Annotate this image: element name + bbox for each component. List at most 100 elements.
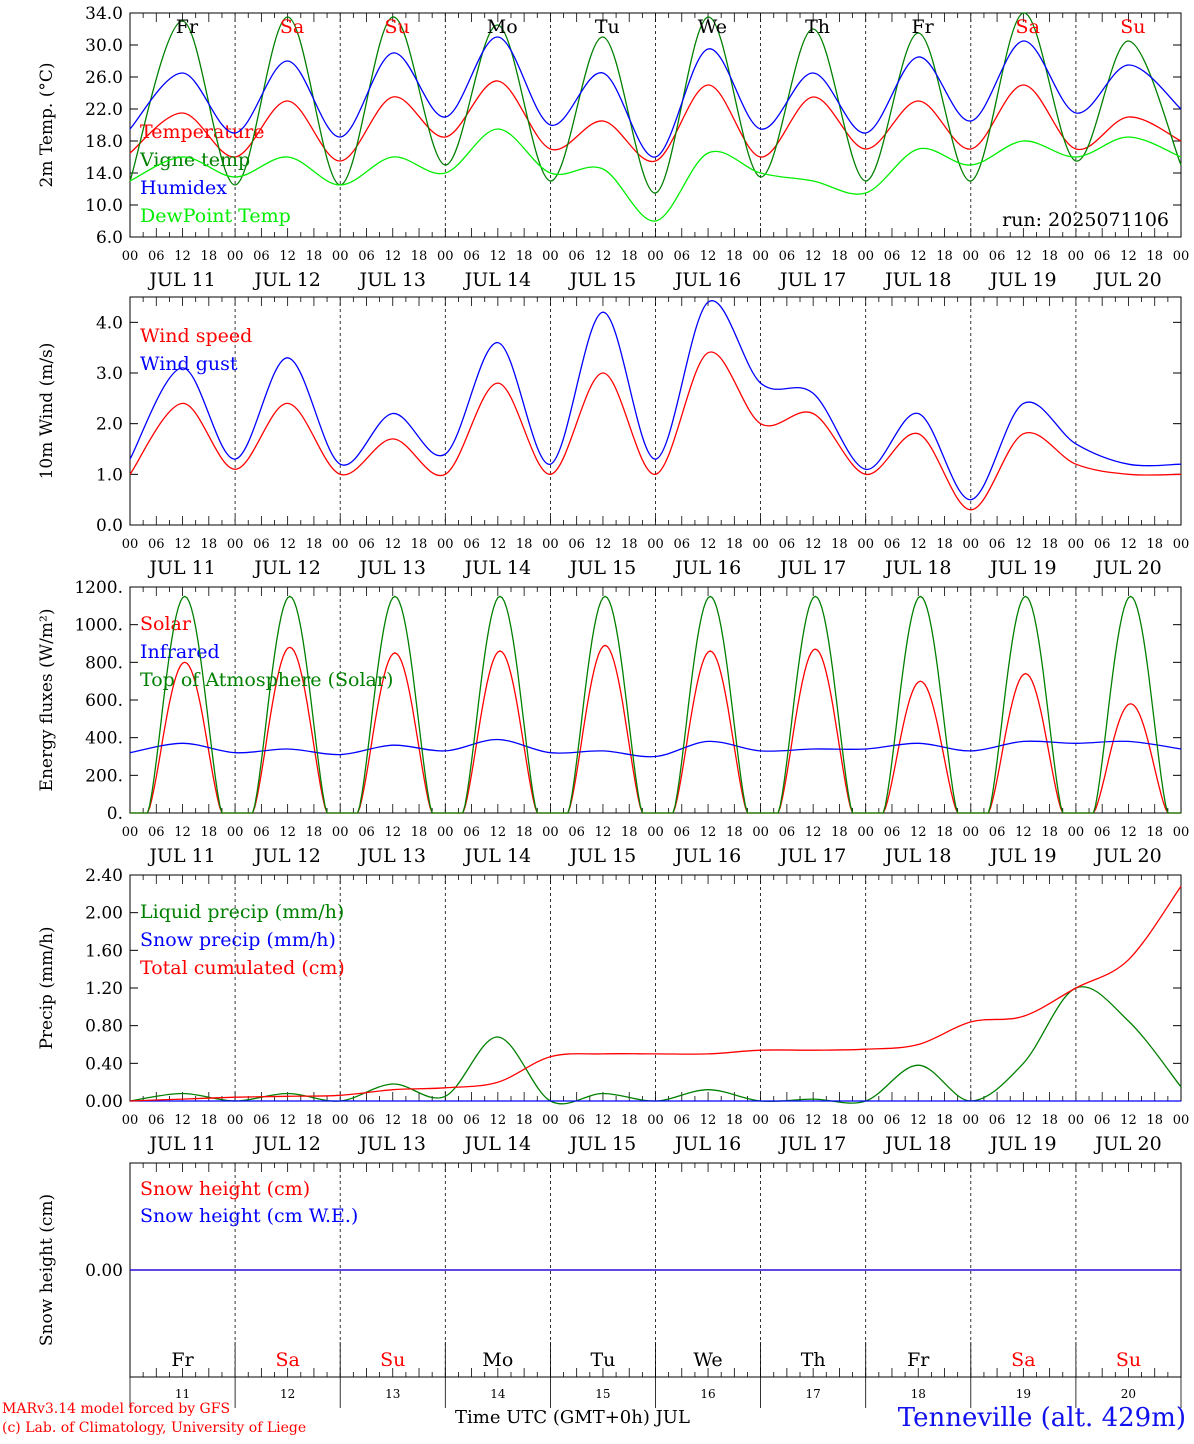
hour-label: 06	[1094, 825, 1111, 840]
date-label: JUL 16	[673, 845, 741, 867]
hour-label: 00	[122, 537, 139, 552]
hour-label: 18	[1146, 825, 1163, 840]
panel-4-ytick-label: 1.60	[85, 941, 123, 961]
panel-4-series-liquid-precip-mm-h	[129, 986, 1182, 1105]
hour-label: 12	[1120, 825, 1137, 840]
hour-label: 00	[752, 825, 769, 840]
date-label: JUL 14	[463, 1133, 531, 1155]
weekday-bottom-label: Fr	[171, 1349, 194, 1371]
hour-label: 18	[1041, 249, 1058, 264]
panel-2-ytick-label: 3.0	[96, 364, 123, 384]
hour-label: 12	[1015, 1113, 1032, 1128]
hour-label: 06	[358, 249, 375, 264]
weekday-top-label: Tu	[595, 16, 620, 38]
date-label: JUL 17	[778, 557, 846, 579]
hour-label: 00	[332, 825, 349, 840]
panel-4-legend-entry: Total cumulated (cm)	[140, 957, 345, 979]
date-label: JUL 16	[673, 1133, 741, 1155]
date-label: JUL 13	[358, 845, 426, 867]
hour-label: 06	[568, 825, 585, 840]
day-number-label: 18	[911, 1387, 926, 1401]
run-annotation: run: 2025071106	[1002, 209, 1169, 231]
panel-1-ylabel: 2m Temp. (°C)	[37, 62, 57, 187]
panel-1-series-vigne-temp	[129, 12, 1182, 194]
panel-4-series-total-cumulated-cm	[129, 885, 1182, 1102]
hour-label: 12	[490, 249, 507, 264]
day-number-label: 15	[595, 1387, 610, 1401]
panel-1-series-temperature	[129, 80, 1182, 163]
hour-label: 06	[674, 1113, 691, 1128]
day-number-label: 20	[1121, 1387, 1136, 1401]
day-number-label: 19	[1016, 1387, 1031, 1401]
hour-label: 12	[384, 1113, 401, 1128]
model-credit: MARv3.14 model forced by GFS	[2, 1401, 231, 1417]
hour-label: 12	[595, 249, 612, 264]
weekday-bottom-label: Sa	[1011, 1349, 1035, 1371]
hour-label: 00	[122, 249, 139, 264]
weekday-bottom-label: Sa	[275, 1349, 299, 1371]
date-label: JUL 13	[358, 557, 426, 579]
panel-1-ytick-label: 22.0	[85, 100, 123, 120]
date-label: JUL 18	[883, 845, 951, 867]
weekday-top-label: Sa	[1016, 16, 1040, 38]
hour-label: 00	[437, 825, 454, 840]
hour-label: 18	[516, 1113, 533, 1128]
hour-label-final: 00	[1173, 1113, 1190, 1128]
hour-label: 12	[700, 537, 717, 552]
hour-label: 18	[936, 537, 953, 552]
hour-label-final: 00	[1173, 249, 1190, 264]
hour-label: 06	[253, 537, 270, 552]
panel-3-legend-entry: Solar	[140, 613, 192, 635]
date-label: JUL 11	[147, 845, 215, 867]
hour-label: 18	[411, 249, 428, 264]
x-axis-title: Time UTC (GMT+0h) JUL	[455, 1407, 690, 1428]
date-label: JUL 15	[568, 269, 636, 291]
panel-4-ytick-label: 2.00	[85, 904, 123, 924]
hour-label: 12	[805, 1113, 822, 1128]
hour-label: 06	[1094, 1113, 1111, 1128]
hour-label: 06	[358, 825, 375, 840]
hour-label: 00	[542, 537, 559, 552]
panel-1-ytick-label: 26.0	[85, 68, 123, 88]
hour-label: 06	[989, 537, 1006, 552]
hour-label: 12	[174, 537, 191, 552]
date-label: JUL 20	[1093, 845, 1161, 867]
panel-3-ytick-label: 400.	[85, 729, 123, 749]
date-label: JUL 20	[1093, 557, 1161, 579]
hour-label: 00	[857, 1113, 874, 1128]
panel-5-ytick-label: 0.00	[85, 1261, 123, 1281]
panel-3-ytick-label: 200.	[85, 766, 123, 786]
hour-label: 12	[1015, 825, 1032, 840]
hour-label: 06	[148, 249, 165, 264]
hour-label: 12	[490, 537, 507, 552]
hour-label: 00	[647, 825, 664, 840]
hour-label: 18	[1041, 1113, 1058, 1128]
date-label: JUL 17	[778, 845, 846, 867]
hour-label: 18	[201, 1113, 218, 1128]
hour-label: 06	[358, 537, 375, 552]
weekday-top-label: Mo	[487, 16, 518, 38]
day-number-label: 11	[175, 1387, 190, 1401]
date-label: JUL 16	[673, 557, 741, 579]
hour-label: 18	[201, 537, 218, 552]
panel-3-ytick-label: 800.	[85, 653, 123, 673]
hour-label: 18	[1146, 537, 1163, 552]
hour-label: 12	[279, 249, 296, 264]
station-name: Tenneville (alt. 429m)	[897, 1403, 1186, 1433]
hour-label: 12	[910, 537, 927, 552]
hour-label: 00	[122, 1113, 139, 1128]
date-label: JUL 13	[358, 1133, 426, 1155]
hour-label: 18	[621, 537, 638, 552]
hour-label: 18	[726, 825, 743, 840]
date-label: JUL 19	[988, 269, 1056, 291]
panel-1-ytick-label: 6.0	[96, 228, 123, 248]
date-label: JUL 12	[252, 269, 320, 291]
hour-label: 06	[779, 825, 796, 840]
hour-label: 06	[779, 1113, 796, 1128]
hour-label: 18	[621, 825, 638, 840]
hour-label: 00	[963, 1113, 980, 1128]
panel-3-ytick-label: 0.	[107, 804, 123, 824]
hour-label: 00	[752, 1113, 769, 1128]
